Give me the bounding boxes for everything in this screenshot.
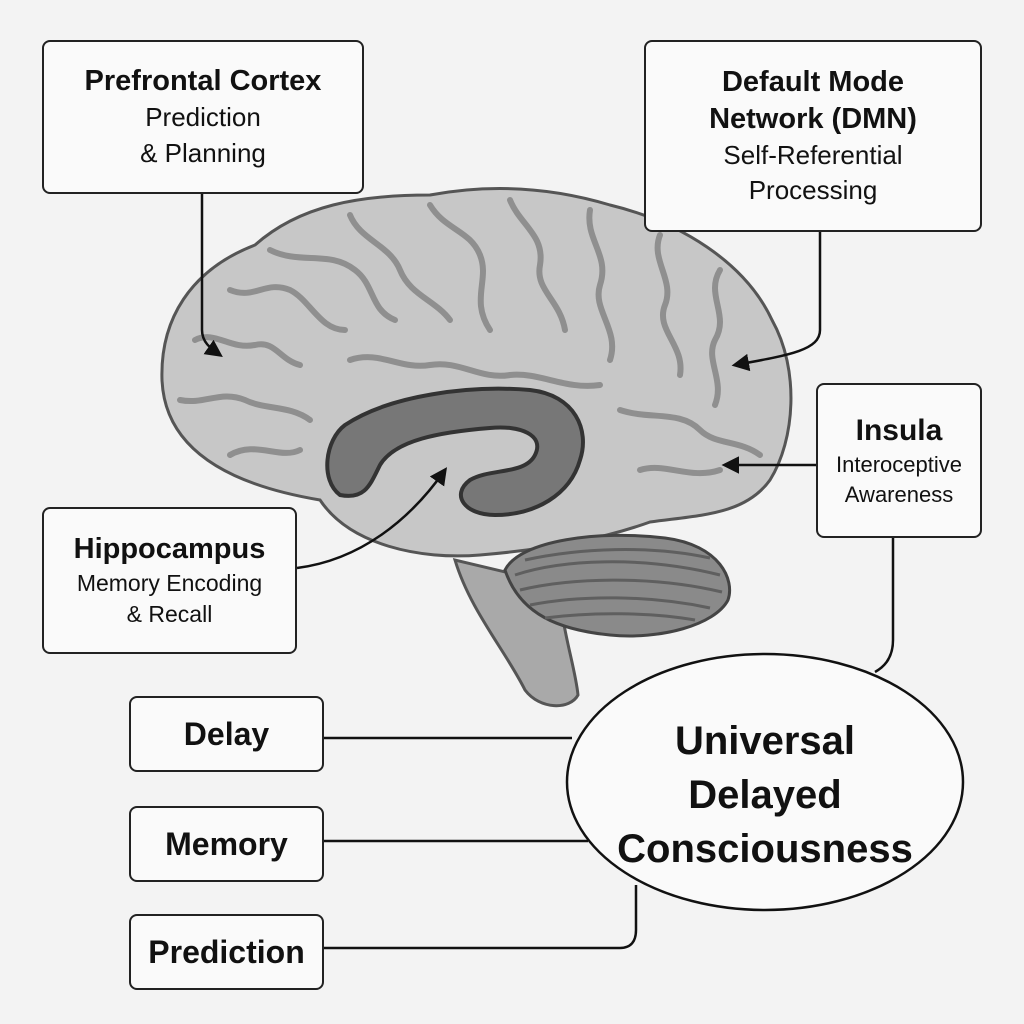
dmn-desc-line1: Self-Referential <box>723 140 903 171</box>
prediction-box: Prediction <box>129 914 324 990</box>
dmn-title-line2: Network (DMN) <box>709 102 917 135</box>
prediction-label: Prediction <box>148 933 305 970</box>
cerebellum <box>503 533 732 638</box>
universal-consciousness-label: Universal Delayed Consciousness <box>570 682 960 908</box>
line-prediction <box>324 885 638 950</box>
hippocampus-box: Hippocampus Memory Encoding & Recall <box>42 507 297 654</box>
prefrontal-desc-line1: Prediction <box>145 102 261 133</box>
default-mode-network-box: Default Mode Network (DMN) Self-Referent… <box>644 40 982 232</box>
memory-box: Memory <box>129 806 324 882</box>
connectors <box>200 194 895 950</box>
arrow-hippocampus <box>296 467 448 570</box>
hippocampus-shape <box>325 386 585 517</box>
hippocampus-title: Hippocampus <box>73 532 266 565</box>
hippocampus-desc-line1: Memory Encoding <box>76 570 263 596</box>
prefrontal-cortex-box: Prefrontal Cortex Prediction & Planning <box>42 40 364 194</box>
center-line3: Consciousness <box>617 827 913 871</box>
line-insula-ellipse <box>874 538 895 674</box>
center-line2: Delayed <box>688 773 842 817</box>
delay-box: Delay <box>129 696 324 772</box>
memory-label: Memory <box>165 825 288 862</box>
center-line1: Universal <box>674 719 856 763</box>
arrow-prefrontal <box>200 194 223 358</box>
cortex-folds <box>177 197 763 477</box>
insula-desc-line1: Interoceptive <box>836 452 962 477</box>
insula-title: Insula <box>855 413 943 447</box>
insula-desc-line2: Awareness <box>844 481 954 507</box>
dmn-desc-line2: Processing <box>748 175 878 206</box>
delay-label: Delay <box>183 715 270 752</box>
hippocampus-desc-line2: & Recall <box>126 601 213 628</box>
prefrontal-desc-line2: & Planning <box>140 137 266 168</box>
prefrontal-cortex-title: Prefrontal Cortex <box>84 65 322 98</box>
universal-consciousness-ellipse <box>565 652 965 912</box>
arrow-dmn <box>731 232 822 372</box>
insula-box: Insula Interoceptive Awareness <box>816 383 982 538</box>
dmn-title-line1: Default Mode <box>721 65 905 98</box>
